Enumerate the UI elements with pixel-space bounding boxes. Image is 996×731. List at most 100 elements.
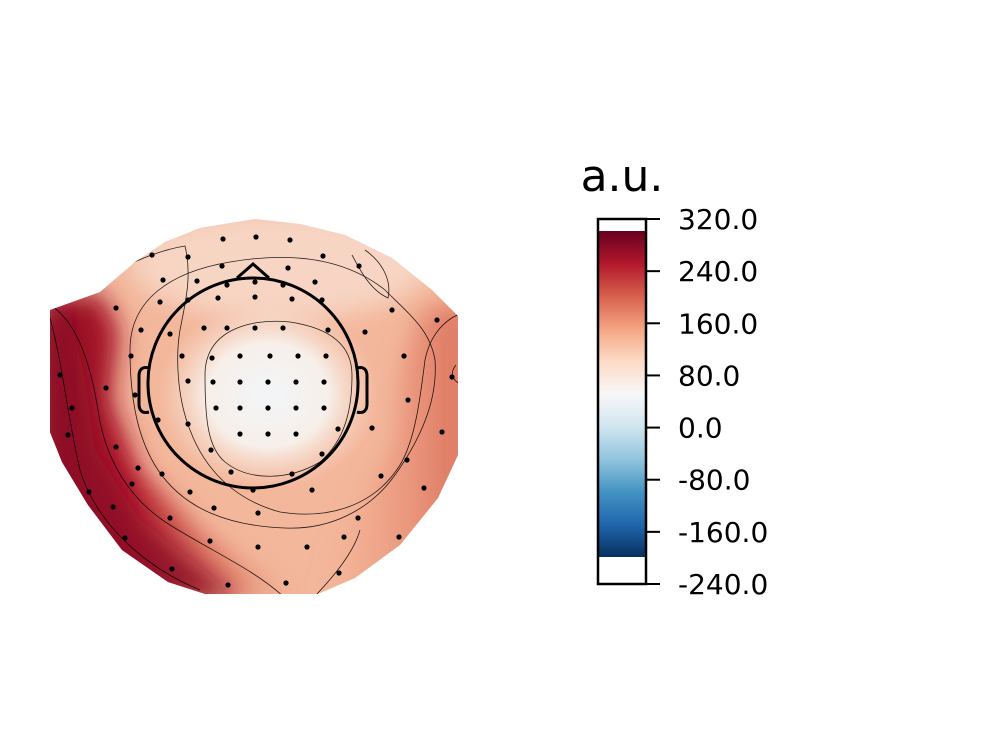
sensor-dot: [86, 489, 92, 495]
sensor-dot: [319, 297, 325, 303]
sensor-dot: [320, 253, 326, 259]
contour-line: [351, 249, 390, 299]
nose: [236, 262, 270, 280]
contour-line: [204, 320, 353, 477]
colorbar-tick-label: 240.0: [678, 255, 758, 288]
sensor-dot: [255, 510, 261, 516]
sensor-dot: [167, 331, 173, 337]
sensor-dot: [434, 317, 440, 323]
colorbar-tick-label: 160.0: [678, 307, 758, 340]
contour-line: [314, 529, 361, 594]
contour-line: [50, 317, 201, 591]
sensor-dot: [439, 429, 445, 435]
sensor-dot: [237, 379, 243, 385]
sensor-dot: [225, 582, 231, 588]
sensor-dot: [103, 385, 109, 391]
topomap-center-region: [158, 300, 378, 490]
sensor-dot: [369, 425, 375, 431]
sensor-dot: [135, 465, 141, 471]
sensor-dot: [224, 282, 230, 288]
sensor-dot: [149, 252, 155, 258]
sensor-dot: [405, 397, 411, 403]
sensor-dot: [293, 405, 299, 411]
sensor-dot: [113, 444, 119, 450]
sensor-dot: [396, 534, 402, 540]
sensor-dot: [65, 432, 71, 438]
sensor-dot: [159, 471, 165, 477]
left-ear: [137, 366, 150, 414]
sensor-dot: [389, 307, 395, 313]
sensor-dot: [194, 278, 200, 284]
sensor-dot: [213, 405, 219, 411]
colorbar: a.u. 320.0 240.0 160.0 80.0 0.0 -80.0 -160.0 -2…: [581, 151, 769, 601]
sensor-dot: [323, 353, 329, 359]
sensor-dot: [250, 487, 256, 493]
sensor-dot: [220, 236, 226, 242]
colorbar-tick-label: -80.0: [678, 464, 750, 497]
sensor-dot: [356, 263, 362, 269]
sensor-markers: [57, 234, 455, 588]
sensor-dot: [283, 580, 289, 586]
colorbar-tick-label: 80.0: [678, 359, 740, 392]
sensor-dot: [289, 471, 295, 477]
sensor-dot: [321, 379, 327, 385]
sensor-dot: [155, 417, 161, 423]
sensor-dot: [219, 263, 225, 269]
sensor-dot: [421, 485, 427, 491]
contour-line: [99, 245, 458, 515]
sensor-dot: [252, 279, 258, 285]
sensor-dot: [185, 297, 191, 303]
sensor-dot: [253, 234, 259, 240]
sensor-dot: [179, 353, 185, 359]
sensor-dot: [201, 325, 207, 331]
sensor-dot: [255, 544, 261, 550]
sensor-dot: [185, 378, 191, 384]
sensor-dot: [378, 473, 384, 479]
right-ear: [356, 366, 369, 414]
sensor-dot: [185, 421, 191, 427]
sensor-dot: [287, 237, 293, 243]
sensor-dot: [295, 353, 301, 359]
colorbar-tick-label: -240.0: [678, 568, 768, 601]
sensor-dot: [122, 535, 128, 541]
sensor-dot: [208, 447, 214, 453]
sensor-dot: [265, 405, 271, 411]
sensor-dot: [57, 372, 63, 378]
sensor-dot: [138, 327, 144, 333]
colorbar-title: a.u.: [581, 151, 664, 202]
sensor-dot: [362, 329, 368, 335]
sensor-dot: [319, 451, 325, 457]
sensor-dot: [110, 504, 116, 510]
colorbar-gradient: [598, 231, 646, 557]
sensor-dot: [280, 282, 286, 288]
sensor-dot: [237, 431, 243, 437]
sensor-dot: [280, 325, 286, 331]
colorbar-tick-label: 320.0: [678, 203, 758, 236]
sensor-dot: [215, 295, 221, 301]
sensor-dot: [224, 325, 230, 331]
colorbar-ticks: 320.0 240.0 160.0 80.0 0.0 -80.0 -160.0 -240.0: [646, 203, 768, 601]
sensor-dot: [293, 431, 299, 437]
sensor-dot: [209, 355, 215, 361]
sensor-dot: [207, 538, 213, 544]
sensor-dot: [355, 515, 361, 521]
sensor-dot: [69, 405, 75, 411]
sensor-dot: [157, 299, 163, 305]
colorbar-tick-label: -160.0: [678, 516, 768, 549]
sensor-dot: [312, 279, 318, 285]
sensor-dot: [167, 515, 173, 521]
sensor-dot: [289, 296, 295, 302]
sensor-dot: [169, 566, 175, 572]
sensor-dot: [211, 505, 217, 511]
sensor-dot: [187, 489, 193, 495]
sensor-dot: [404, 457, 410, 463]
sensor-dot: [449, 374, 455, 380]
sensor-dot: [293, 379, 299, 385]
sensor-dot: [228, 469, 234, 475]
sensor-dot: [160, 277, 166, 283]
sensor-dot: [252, 325, 258, 331]
sensor-dot: [210, 379, 216, 385]
colorbar-frame: [596, 217, 648, 586]
sensor-dot: [185, 254, 191, 260]
